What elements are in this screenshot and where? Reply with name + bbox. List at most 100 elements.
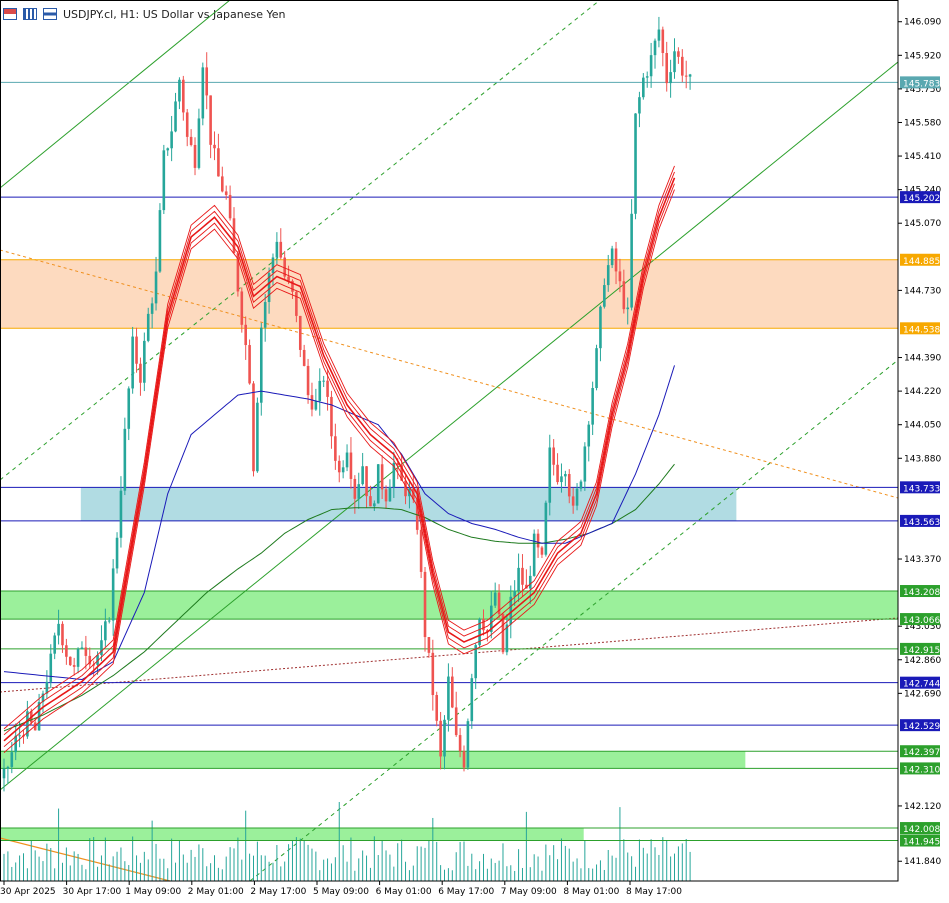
candle-body xyxy=(72,665,76,667)
candle-body xyxy=(236,253,240,292)
candle-body xyxy=(337,460,341,473)
zone-4 xyxy=(0,828,584,841)
candle-body xyxy=(10,752,14,767)
ema-ribbon-line-2 xyxy=(3,177,676,742)
x-tick-label: 7 May 09:00 xyxy=(501,887,557,897)
candle-body xyxy=(610,248,614,266)
candle-body xyxy=(330,396,333,437)
candle-body xyxy=(548,447,552,503)
candle-body xyxy=(509,596,513,625)
candle-body xyxy=(302,349,306,366)
candle-body xyxy=(209,95,212,145)
candle-body xyxy=(143,340,146,383)
level-tag-142.915 xyxy=(900,642,940,655)
x-tick-label: 5 May 09:00 xyxy=(313,887,369,897)
candle-body xyxy=(217,148,220,177)
candle-body xyxy=(528,575,532,589)
candle-body xyxy=(166,148,170,151)
candle-body xyxy=(556,464,559,483)
bars-icon[interactable] xyxy=(23,8,37,20)
candle-body xyxy=(146,313,150,341)
level-label-143.733: 143.733 xyxy=(903,484,940,494)
candle-body xyxy=(532,533,536,576)
level-tag-142.310 xyxy=(900,762,940,775)
candle-body xyxy=(252,383,255,472)
candle-body xyxy=(127,388,131,429)
candle-body xyxy=(505,624,509,653)
candle-body xyxy=(501,614,505,653)
candle-body xyxy=(150,303,154,314)
candle-body xyxy=(376,464,380,504)
trendlines xyxy=(0,0,899,882)
candle-body xyxy=(373,503,376,507)
candle-body xyxy=(310,395,314,410)
indicator-icon[interactable] xyxy=(43,8,57,20)
candle-body xyxy=(470,678,474,722)
level-label-144.885: 144.885 xyxy=(903,257,940,267)
candle-body xyxy=(489,605,493,632)
candle-body xyxy=(61,623,64,646)
y-tick-label: 142.860 xyxy=(904,656,941,666)
level-tag-143.208 xyxy=(900,585,940,598)
y-tick-label: 146.090 xyxy=(904,18,941,28)
level-label-142.529: 142.529 xyxy=(903,722,940,732)
candle-body xyxy=(213,144,216,149)
candle-body xyxy=(567,474,571,497)
y-tick-label: 145.070 xyxy=(904,219,941,229)
channel-upper-line xyxy=(0,0,231,189)
candle-body xyxy=(575,488,579,506)
candle-body xyxy=(115,537,119,569)
candle-body xyxy=(240,291,244,325)
candle-body xyxy=(96,654,99,665)
candle-body xyxy=(26,711,29,737)
candle-body xyxy=(353,478,357,499)
candle-body xyxy=(6,766,10,769)
level-tag-143.563 xyxy=(900,514,940,527)
candle-body xyxy=(182,79,185,113)
candle-body xyxy=(458,735,462,752)
chart-type-icon[interactable] xyxy=(3,8,17,20)
candle-body xyxy=(657,29,661,41)
candle-body xyxy=(104,621,107,641)
candle-body xyxy=(677,51,680,57)
candle-body xyxy=(653,40,657,56)
level-tag-145.202 xyxy=(900,191,940,204)
candle-body xyxy=(283,257,286,277)
channel-mid-dashed-upper xyxy=(0,0,601,481)
candle-body xyxy=(205,67,209,96)
candle-body xyxy=(197,118,201,168)
candle-body xyxy=(14,735,17,753)
candle-body xyxy=(357,484,361,499)
level-label-143.066: 143.066 xyxy=(903,616,940,626)
candle-body xyxy=(630,213,633,308)
candle-body xyxy=(88,655,92,665)
candle-body xyxy=(267,273,271,303)
y-tick-label: 145.240 xyxy=(904,186,941,196)
candle-body xyxy=(100,640,103,655)
volume-bars xyxy=(3,801,691,881)
candle-body xyxy=(33,722,37,731)
candle-body xyxy=(279,241,283,258)
y-tick-label: 143.030 xyxy=(904,622,941,632)
candle-body xyxy=(466,721,470,768)
candle-body xyxy=(571,496,575,506)
level-tag-142.008 xyxy=(900,822,940,835)
candle-body xyxy=(111,568,115,621)
candle-body xyxy=(228,194,232,219)
candle-body xyxy=(174,101,177,132)
candle-body xyxy=(618,271,622,282)
candle-body xyxy=(49,653,53,682)
candle-body xyxy=(57,623,60,636)
current-price-tag xyxy=(900,76,940,89)
x-tick-label: 1 May 09:00 xyxy=(125,887,181,897)
candle-body xyxy=(139,363,142,383)
zone-0 xyxy=(0,259,898,329)
candle-body xyxy=(221,176,224,192)
x-tick-label: 6 May 01:00 xyxy=(376,887,432,897)
level-tag-142.397 xyxy=(900,745,940,758)
y-tick-label: 143.370 xyxy=(904,555,941,565)
candle-body xyxy=(271,257,275,274)
current-price-label: 145.783 xyxy=(903,79,940,89)
candle-body xyxy=(135,336,138,364)
